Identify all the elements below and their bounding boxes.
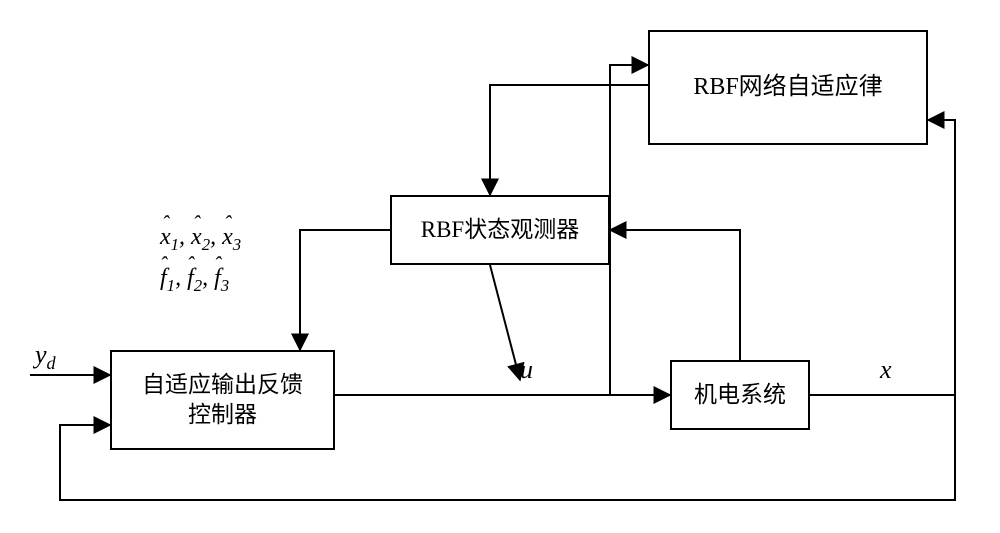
edge-plant-observer	[610, 230, 740, 360]
box-controller-label: 自适应输出反馈 控制器	[142, 370, 303, 430]
edge-observer-controller	[300, 230, 390, 350]
box-plant-label: 机电系统	[694, 380, 786, 410]
label-state-estimates: ˆx1, ˆx2, ˆx3 ˆf1, ˆf2, ˆf3	[160, 218, 241, 299]
label-u: u	[520, 355, 533, 385]
box-rbf-law: RBF网络自适应律	[648, 30, 928, 145]
edge-x-to-rbflaw	[928, 120, 955, 395]
label-yd: yd	[35, 340, 56, 374]
edge-observer-u	[490, 265, 520, 380]
edge-u-to-rbflaw	[610, 65, 648, 395]
box-rbf-observer: RBF状态观测器	[390, 195, 610, 265]
box-controller: 自适应输出反馈 控制器	[110, 350, 335, 450]
edge-rbflaw-observer	[490, 85, 648, 195]
diagram-canvas: RBF网络自适应律 RBF状态观测器 自适应输出反馈 控制器 机电系统 ˆx1,…	[0, 0, 1000, 533]
label-state-estimates-line1: ˆx1, ˆx2, ˆx3	[160, 218, 241, 259]
box-rbf-observer-label: RBF状态观测器	[421, 215, 579, 245]
box-rbf-law-label: RBF网络自适应律	[693, 72, 882, 103]
label-x: x	[880, 355, 892, 385]
box-plant: 机电系统	[670, 360, 810, 430]
label-state-estimates-line2: ˆf1, ˆf2, ˆf3	[160, 259, 241, 300]
